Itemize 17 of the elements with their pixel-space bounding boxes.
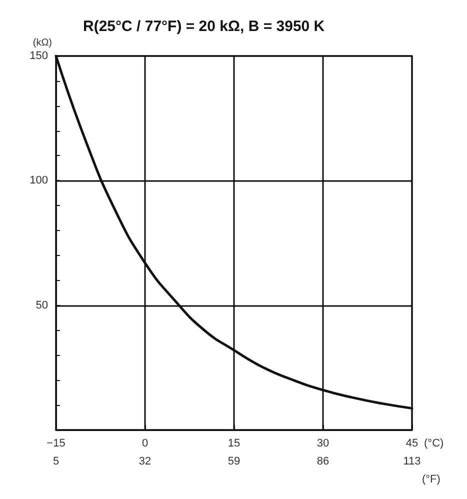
- y-tick-label: 150: [30, 50, 48, 62]
- chart-title: R(25°C / 77°F) = 20 kΩ, B = 3950 K: [83, 18, 325, 35]
- x2-tick-label: 5: [52, 456, 60, 468]
- x-tick-label: −15: [46, 438, 66, 450]
- x2-axis-title: (°F): [422, 474, 440, 486]
- y-tick-label: 100: [30, 174, 48, 187]
- x-tick-label: 15: [228, 438, 240, 450]
- y-axis-title: (kΩ): [32, 38, 52, 48]
- x-tick-label: 30: [316, 438, 330, 450]
- y-tick-label: 50: [36, 299, 48, 312]
- x-tick-label: 45: [406, 438, 418, 450]
- x2-tick-label: 113: [403, 456, 421, 468]
- x-axis-title: (°C): [424, 438, 444, 450]
- x2-tick-label: 86: [316, 456, 330, 468]
- x2-tick-label: 32: [138, 456, 152, 468]
- x-tick-label: 0: [142, 438, 148, 450]
- x2-tick-label: 59: [228, 456, 240, 468]
